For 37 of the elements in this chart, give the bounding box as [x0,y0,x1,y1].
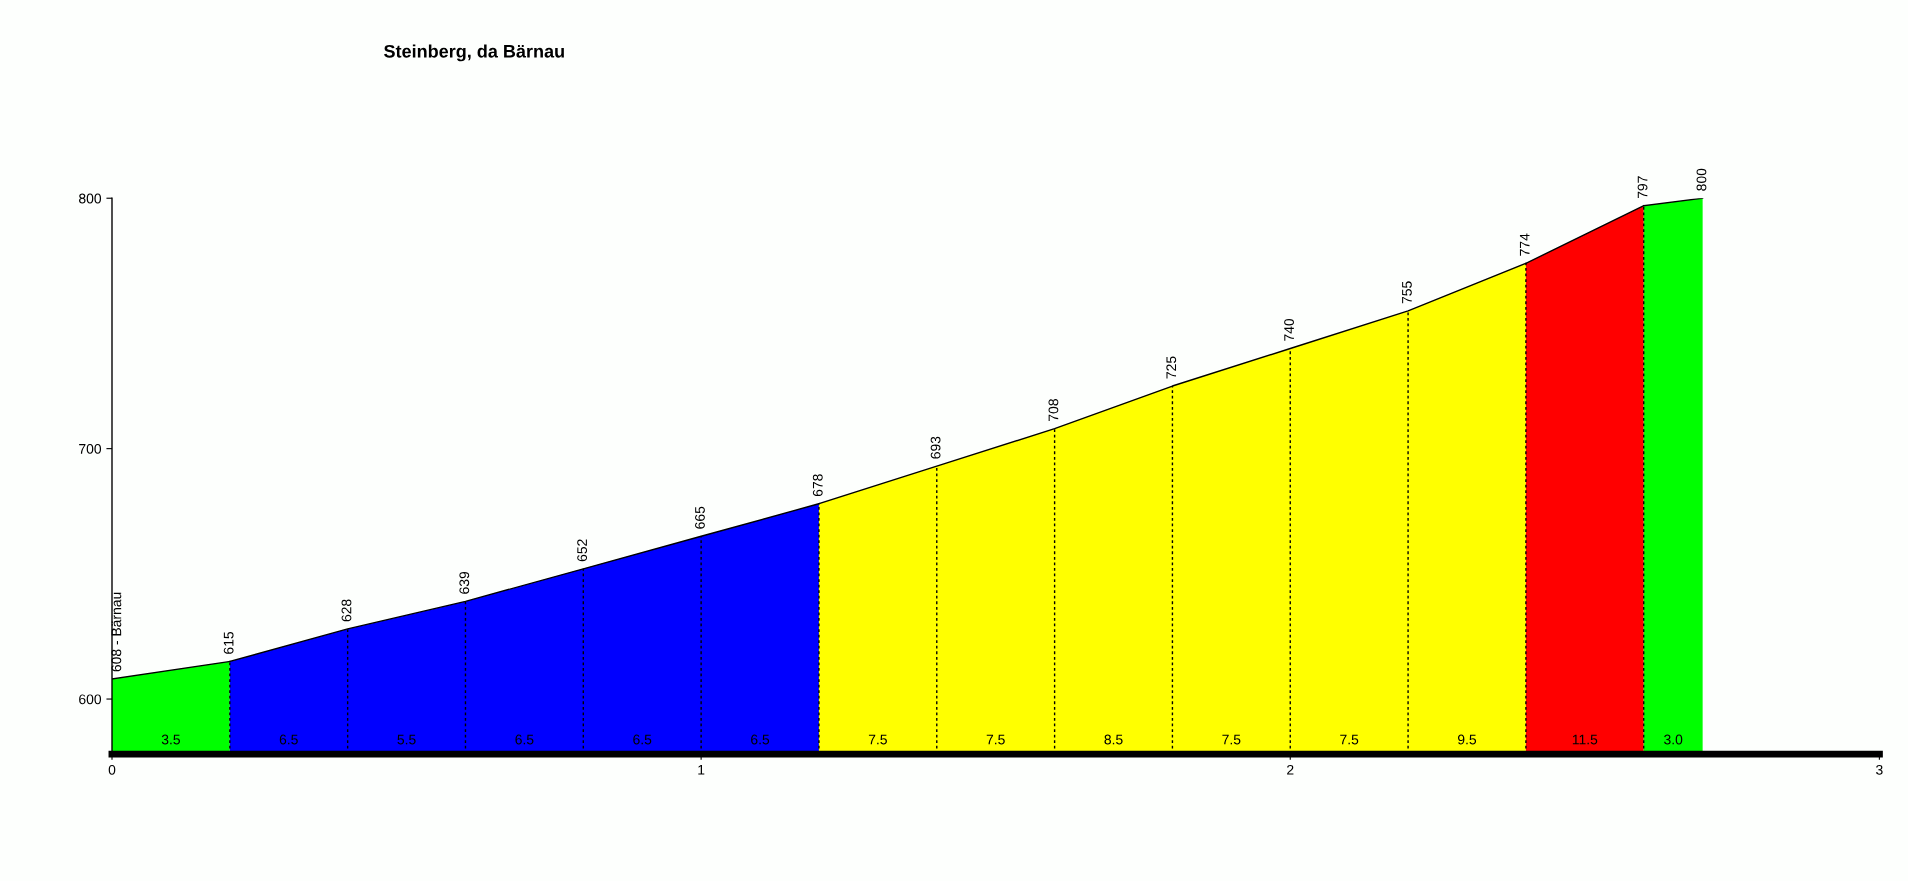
x-tick-label: 3 [1876,764,1883,775]
annotation: 7.5 [1340,734,1359,745]
y-tick-label: 800 [79,193,102,204]
x-tick-label: 1 [698,765,705,775]
y-tick-label: 600 [79,694,102,705]
annotation: 7.5 [986,734,1005,745]
annotation: 5.5 [397,734,416,745]
annotation: 6.5 [633,734,652,745]
data-label: 774 [1519,233,1530,256]
x-tick-label: 2 [1287,764,1294,775]
data-label: 615 [223,631,234,654]
annotation: 3.0 [1664,734,1683,745]
data-label: 652 [577,539,588,562]
annotation: 6.5 [515,734,534,745]
annotation: 6.5 [751,734,770,745]
data-label: 628 [341,599,352,622]
annotation: 8.5 [1104,734,1123,745]
data-label: 693 [930,436,941,459]
chart-title: Steinberg, da Bärnau [384,44,564,62]
data-label: 678 [812,474,823,497]
data-label: 639 [459,571,470,594]
data-label: 708 [1048,399,1059,421]
annotation: 7.5 [1222,734,1241,745]
data-label: 725 [1166,356,1177,379]
x-tick-label: 0 [108,764,116,775]
annotation: 6.5 [279,734,298,745]
annotation: 9.5 [1457,734,1477,745]
data-label: 800 [1696,168,1707,191]
annotation: 11.5 [1572,734,1598,745]
data-label: 665 [695,506,705,529]
annotation: 7.5 [868,734,887,745]
data-label: 608 - Bärnau [111,592,122,672]
data-label: 740 [1284,318,1294,341]
y-tick-label: 700 [79,443,102,454]
annotation: 3.5 [161,734,180,745]
data-label: 797 [1637,176,1648,199]
data-label: 755 [1402,281,1412,304]
